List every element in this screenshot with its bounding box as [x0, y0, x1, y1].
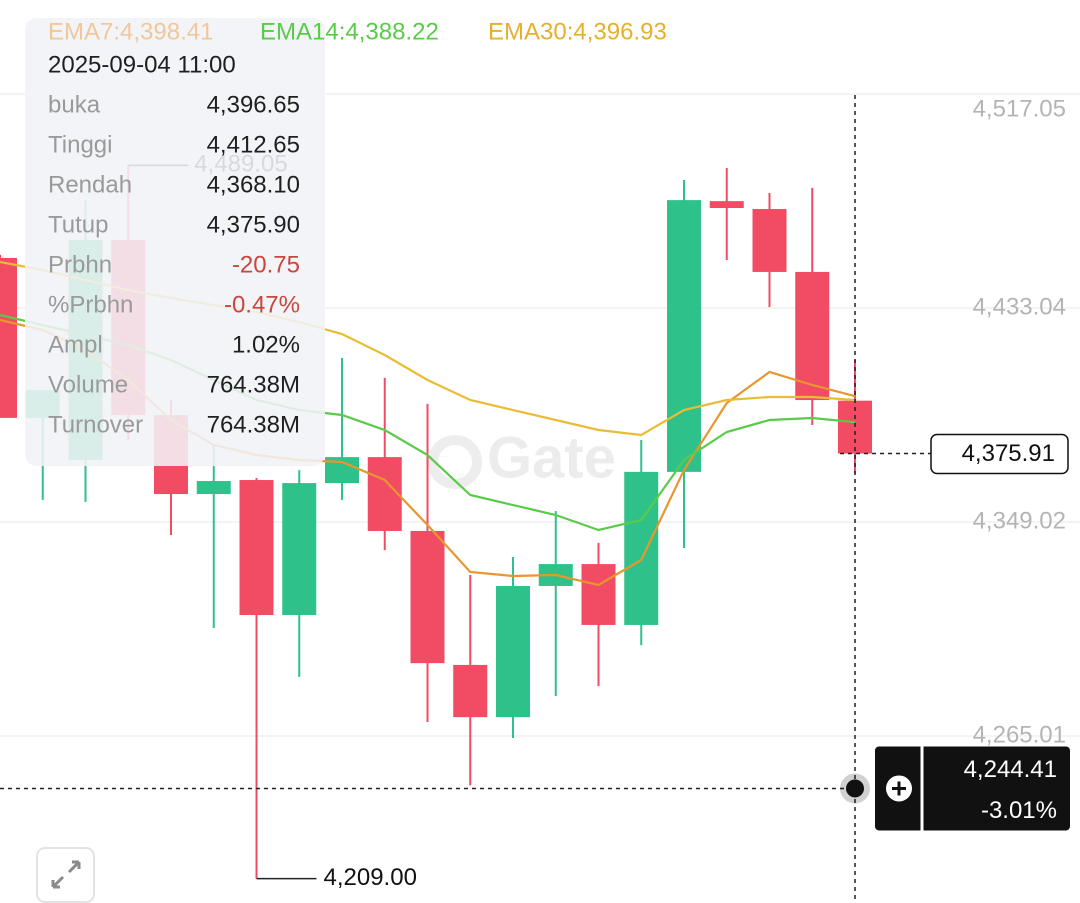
tooltip-value: 4,368.10: [207, 171, 300, 198]
tooltip-label: %Prbhn: [48, 291, 133, 318]
legend-entry: EMA14:4,388.22: [260, 18, 439, 45]
candle-body: [196, 481, 231, 495]
low-marker-label: 4,209.00: [324, 864, 417, 891]
candle-body: [410, 530, 445, 664]
tooltip-label: Turnover: [48, 411, 143, 438]
y-tick-label: 4,433.04: [973, 293, 1066, 320]
candle-body: [709, 201, 744, 209]
watermark: Gate: [487, 425, 616, 490]
crosshair-price: 4,244.41: [964, 756, 1057, 783]
candle-body: [239, 480, 274, 616]
candle-body: [752, 209, 787, 272]
tooltip-label: Ampl: [48, 331, 103, 358]
expand-button-frame[interactable]: [36, 847, 95, 903]
candle-body: [795, 271, 830, 401]
candle-body: [496, 585, 530, 718]
expand-icon: [51, 860, 81, 889]
crosshair-box: [875, 746, 1070, 831]
legend: EMA7:4,398.41 EMA14:4,388.22 EMA30:4,396.9…: [48, 18, 667, 45]
tooltip-label: Rendah: [48, 171, 132, 198]
tooltip-value: 764.38M: [207, 371, 300, 398]
candle-body: [667, 200, 701, 472]
expand-button[interactable]: [36, 847, 95, 903]
candle-body: [282, 483, 317, 616]
grid: 4,517.05 4,433.04 4,349.02 4,265.01: [0, 93, 1080, 748]
tooltip-date: 2025-09-04 11:00: [48, 51, 236, 78]
candle-body: [581, 564, 616, 625]
y-tick-label: 4,517.05: [973, 95, 1066, 122]
candle-body: [367, 457, 402, 531]
last-price-box: [930, 433, 1069, 475]
tooltip-value: 764.38M: [207, 411, 300, 438]
tooltip-label: Prbhn: [48, 251, 112, 278]
y-tick-label: 4,265.01: [973, 721, 1066, 748]
tooltip-value: -20.75: [232, 251, 300, 278]
tooltip-value: 4,375.90: [207, 211, 300, 238]
tooltip-value: -0.47%: [224, 291, 300, 318]
tooltip: 2025-09-04 11:00 buka 4,396.65 Tinggi 4,412…: [48, 51, 300, 438]
legend-entry: EMA7:4,398.41: [48, 18, 213, 45]
tooltip-value: 4,396.65: [207, 91, 300, 118]
overlays: 4,489.054,209.004,375.914,244.41-3.01%: [0, 95, 1070, 903]
tooltip-value: 4,412.65: [207, 131, 300, 158]
y-tick-label: 4,349.02: [973, 507, 1066, 534]
candle-body: [0, 257, 17, 418]
candle-body: [624, 471, 659, 625]
crosshair-add-icon: [892, 781, 906, 796]
tooltip-panel: [25, 18, 325, 466]
tooltip-label: Tinggi: [48, 131, 112, 158]
watermark-logo: [428, 435, 482, 489]
tooltip-label: Volume: [48, 371, 128, 398]
tooltip-value: 1.02%: [232, 331, 300, 358]
crosshair-change: -3.01%: [981, 797, 1057, 824]
candle-body: [453, 664, 488, 718]
tooltip-label: Tutup: [48, 211, 108, 238]
tooltip-label: buka: [48, 91, 101, 118]
legend-entry: EMA30:4,396.93: [488, 18, 667, 45]
watermark-group: Gate: [428, 425, 616, 490]
last-price-label: 4,375.91: [962, 440, 1055, 467]
crosshair-dot: [846, 779, 864, 798]
